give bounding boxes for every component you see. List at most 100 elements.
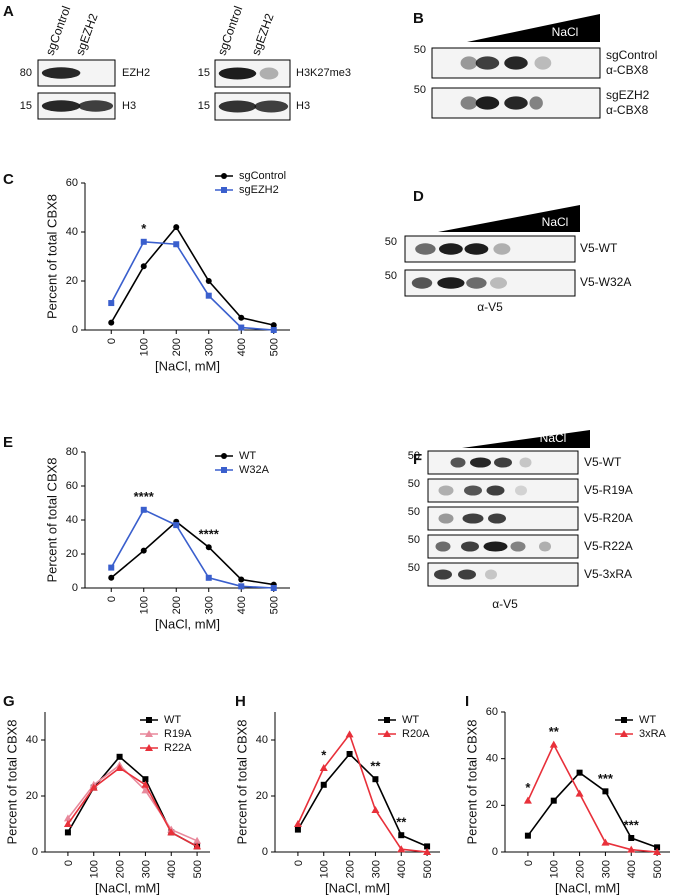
y-tick-label: 60 [66,480,78,492]
blot-band [78,100,114,112]
data-point [142,776,149,783]
x-tick-label: 0 [106,596,118,602]
blot-box [427,562,579,587]
significance: ** [396,815,407,830]
blot-row-label: V5-R22A [584,539,633,553]
mw-marker: 80 [20,67,32,79]
data-point [63,814,72,822]
y-axis-label: Percent of total CBX8 [44,194,59,319]
blot-band [470,457,491,468]
data-point [621,717,627,723]
significance: ** [370,759,381,774]
series-line [110,508,274,589]
blot-band [475,96,500,110]
data-point [140,506,147,513]
blot-box [404,269,576,297]
x-tick-label: 400 [626,860,638,878]
mw-marker: 50 [408,534,420,546]
panel-label: G [3,693,15,710]
blot-band [458,569,476,580]
x-tick-label: 400 [236,338,248,356]
blot-row-label: α-CBX8 [606,103,649,117]
x-tick-label: 100 [319,860,331,878]
data-point [116,753,123,760]
blot-row-label: V5-WT [584,455,622,469]
data-point [628,835,635,841]
data-point [383,730,391,737]
blot-band [466,277,487,289]
x-axis-label: [NaCl, mM] [555,880,620,895]
blot-band [510,541,526,552]
data-point [173,522,180,529]
data-point [238,576,245,583]
series-line [110,520,274,586]
blot-band [218,100,257,113]
data-point [398,832,405,839]
series-line [67,767,198,848]
lane-label: sgControl [43,4,74,57]
data-point [115,764,124,771]
gradient-wedge [462,430,590,448]
legend-label: WT [639,714,656,726]
data-point [345,730,354,738]
data-point [108,564,115,571]
blot-band [259,67,279,80]
blot-band [515,485,527,496]
legend-label: W32A [239,464,270,476]
data-point [270,327,277,333]
data-point [238,583,245,590]
gradient-wedge [438,205,580,232]
blot-band [464,485,482,496]
data-point [654,844,661,851]
significance: *** [624,817,640,832]
mw-marker: 50 [408,450,420,462]
blot-band [534,56,552,70]
data-point [221,453,227,459]
x-tick-label: 500 [269,596,281,614]
data-point [173,224,180,231]
x-tick-label: 200 [574,860,586,878]
data-point [549,740,558,748]
panel-label: D [413,188,424,205]
x-tick-label: 200 [344,860,356,878]
data-point [173,241,180,248]
y-tick-label: 40 [486,753,498,765]
gradient-label: NaCl [542,215,569,229]
data-point [238,314,245,321]
panel-label: A [3,3,14,20]
blot-band [475,56,500,70]
data-point [270,585,277,591]
panel-label: I [465,693,469,710]
x-tick-label: 300 [600,860,612,878]
mw-marker: 50 [408,506,420,518]
blot-band [435,541,451,552]
significance: * [321,747,327,762]
mw-marker: 15 [198,100,210,112]
data-point [141,786,150,794]
data-point [64,829,71,836]
series-line [527,742,658,853]
mw-marker: 50 [408,478,420,490]
data-point [205,292,212,299]
data-point [523,796,532,804]
data-point [108,300,115,307]
data-point [205,574,212,581]
data-point [320,781,327,788]
data-point [653,848,662,855]
x-axis-label: [NaCl, mM] [95,880,160,895]
blot-row-label: H3 [122,100,136,112]
legend-label: R19A [164,728,192,740]
x-tick-label: 300 [370,860,382,878]
y-tick-label: 0 [72,324,78,336]
y-tick-label: 40 [66,226,78,238]
blot-row-label: V5-W32A [580,275,631,289]
data-point [108,319,115,326]
significance: * [525,780,531,795]
significance: ** [549,724,560,739]
y-tick-label: 40 [256,734,268,746]
panel-label: C [3,171,14,188]
data-point [384,717,390,723]
data-point [108,574,115,581]
data-point [620,730,628,737]
